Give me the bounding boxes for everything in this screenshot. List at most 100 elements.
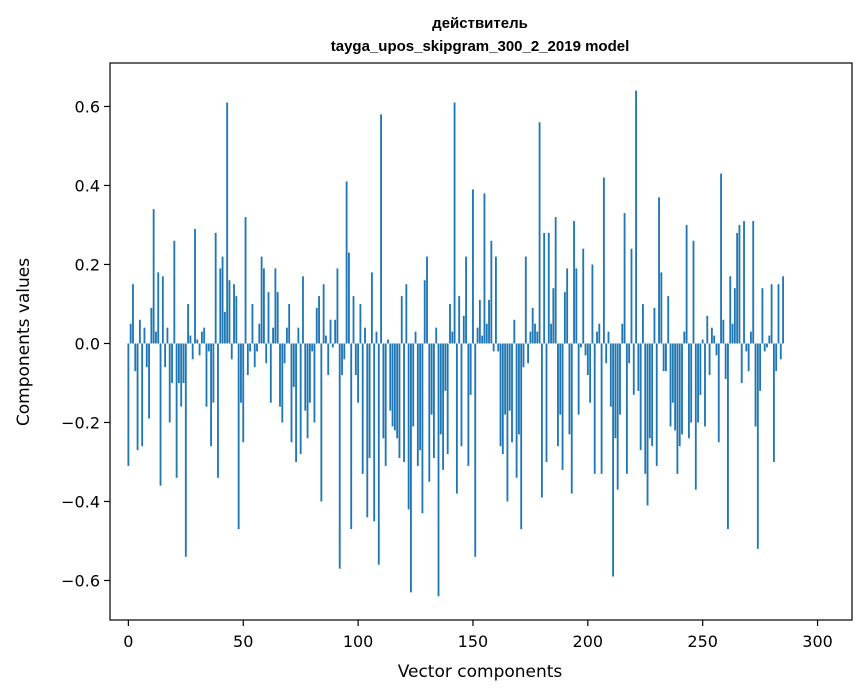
bar-165 <box>506 343 509 502</box>
bar-170 <box>517 343 520 435</box>
bar-106 <box>370 272 373 344</box>
bar-130 <box>426 256 428 344</box>
bar-176 <box>531 307 534 344</box>
bar-210 <box>609 343 612 407</box>
bar-94 <box>343 343 346 360</box>
bar-104 <box>366 343 369 518</box>
bar-178 <box>536 331 539 344</box>
bar-73 <box>295 343 297 462</box>
x-axis-label: Vector components <box>398 662 563 682</box>
bar-33 <box>203 327 206 344</box>
bar-201 <box>589 343 592 403</box>
bar-207 <box>602 177 605 344</box>
bar-80 <box>311 343 314 352</box>
x-tick-label: 200 <box>573 632 604 651</box>
bar-243 <box>685 224 688 344</box>
bar-57 <box>258 323 261 344</box>
bar-247 <box>694 343 697 490</box>
bar-105 <box>368 343 371 459</box>
bar-68 <box>283 343 286 364</box>
bar-91 <box>336 268 339 344</box>
bar-215 <box>621 323 624 344</box>
bar-66 <box>279 343 281 407</box>
bar-101 <box>359 303 362 344</box>
y-tick-label: −0.6 <box>61 571 100 590</box>
bar-188 <box>559 343 562 415</box>
bar-229 <box>653 307 656 344</box>
bar-279 <box>768 335 771 344</box>
bar-216 <box>623 213 626 344</box>
bar-138 <box>444 343 447 391</box>
bar-21 <box>175 343 178 478</box>
bar-27 <box>189 335 192 344</box>
bar-205 <box>598 323 601 344</box>
bar-219 <box>630 248 633 344</box>
bar-264 <box>733 288 736 344</box>
bar-70 <box>288 303 291 344</box>
bar-273 <box>754 343 757 427</box>
bar-61 <box>267 292 270 344</box>
bar-111 <box>382 343 385 439</box>
bar-92 <box>338 343 341 569</box>
bar-196 <box>577 343 580 415</box>
bar-6 <box>141 343 144 447</box>
y-axis-label: Components values <box>14 258 34 426</box>
bar-122 <box>407 343 410 510</box>
bar-22 <box>178 343 180 383</box>
bar-65 <box>276 292 279 344</box>
bar-282 <box>775 343 778 372</box>
bar-120 <box>403 343 405 462</box>
y-tick-label: −0.4 <box>61 492 100 511</box>
bar-189 <box>561 343 564 470</box>
bar-164 <box>504 343 507 415</box>
bar-156 <box>485 323 488 344</box>
bar-19 <box>171 343 173 383</box>
bar-98 <box>352 296 355 344</box>
bar-174 <box>527 343 530 364</box>
bar-36 <box>210 343 212 447</box>
bar-1 <box>129 323 132 344</box>
bar-262 <box>729 276 732 344</box>
bar-134 <box>435 327 438 344</box>
bar-37 <box>212 343 215 403</box>
bar-225 <box>644 343 647 474</box>
bar-224 <box>642 303 644 344</box>
bar-197 <box>580 343 582 348</box>
bar-231 <box>658 197 660 344</box>
bar-59 <box>262 268 265 344</box>
bar-212 <box>614 343 617 439</box>
x-axis-ticks: 0 50 100 150 200 250 300 <box>123 620 833 651</box>
bar-217 <box>625 343 628 474</box>
bar-255 <box>713 335 716 344</box>
bar-220 <box>632 343 635 395</box>
bar-114 <box>389 343 392 411</box>
bar-96 <box>347 252 350 344</box>
bar-144 <box>458 296 461 344</box>
bar-149 <box>469 343 472 395</box>
bar-54 <box>251 303 254 344</box>
bar-50 <box>242 343 245 443</box>
bar-254 <box>710 327 713 344</box>
bar-204 <box>596 331 598 344</box>
x-tick-label: 300 <box>802 632 833 651</box>
bar-271 <box>750 331 752 344</box>
bar-63 <box>272 327 275 344</box>
bar-198 <box>582 248 585 344</box>
chart-title: действитель <box>432 15 528 32</box>
bar-82 <box>315 307 318 344</box>
bar-31 <box>198 343 201 356</box>
x-tick-label: 100 <box>343 632 374 651</box>
bar-118 <box>398 343 401 459</box>
bar-135 <box>437 343 440 597</box>
bar-151 <box>474 343 477 557</box>
bar-250 <box>701 339 704 344</box>
bar-245 <box>690 343 693 423</box>
bar-146 <box>462 315 465 344</box>
bar-252 <box>706 315 709 344</box>
x-tick-label: 50 <box>233 632 253 651</box>
bar-214 <box>619 343 621 415</box>
bar-58 <box>260 256 263 344</box>
bar-184 <box>550 323 552 344</box>
bar-268 <box>743 221 745 344</box>
bar-7 <box>143 327 146 344</box>
